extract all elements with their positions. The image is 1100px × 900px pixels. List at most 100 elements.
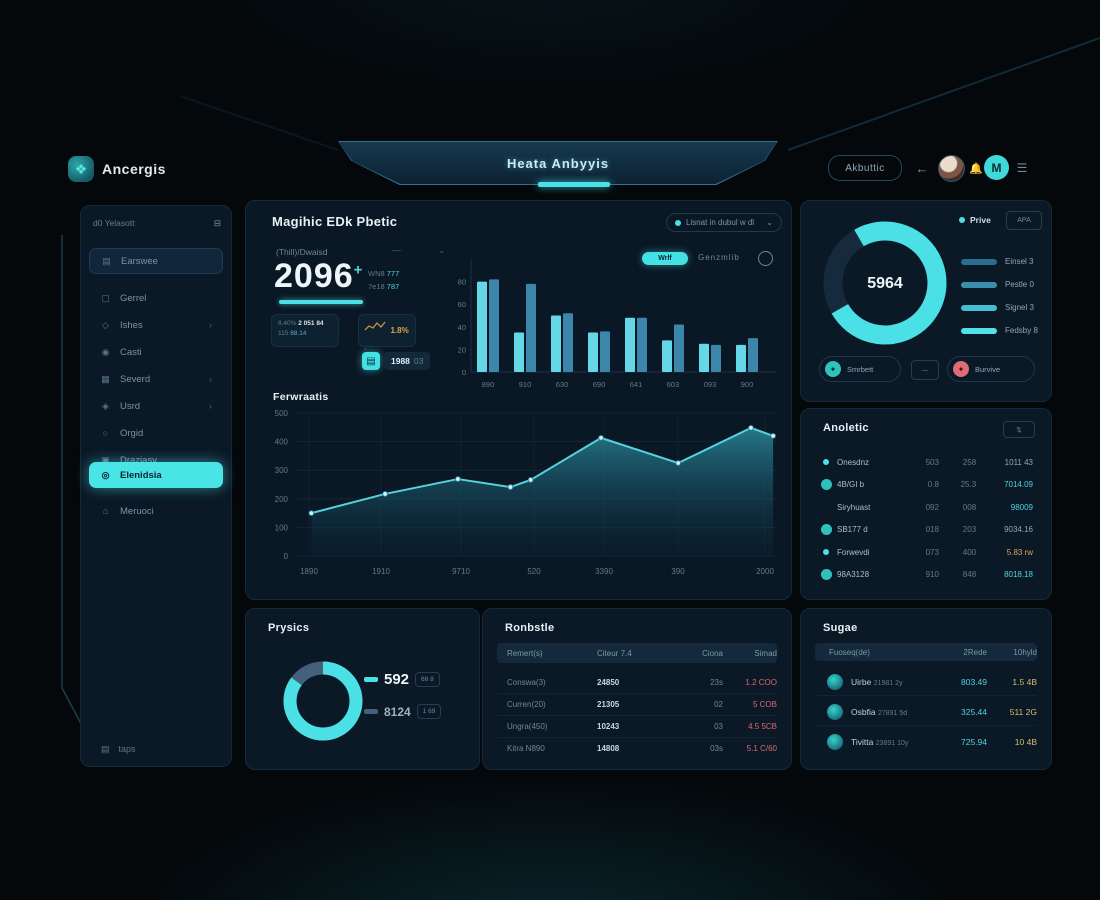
table-row[interactable]: 98A3128 910 848 8018.18: [821, 566, 1033, 584]
cell-name: Ungra(450): [507, 721, 548, 731]
sidebar-item-casti[interactable]: ◉ Casti: [89, 339, 223, 365]
filter-dropdown-label: Lisnat in dubul w dl: [686, 218, 755, 227]
table-row[interactable]: Forwevdi 073 400 5.83 rw: [821, 543, 1033, 561]
legend-item: 592 68 8: [364, 671, 440, 688]
stat-chevron-icon[interactable]: ⌄: [438, 245, 446, 255]
filter-dropdown[interactable]: Lisnat in dubul w dl ⌄: [666, 213, 782, 232]
table-row[interactable]: Siryhuast 092 008 98009: [821, 498, 1033, 516]
sidebar-item-usrd[interactable]: ◈ Usrd ›: [89, 393, 223, 419]
sidebar-item-draziasy[interactable]: ▣ Draziasy: [89, 447, 223, 473]
table-row[interactable]: 4B/GI b 0.8 25.3 7014.09: [821, 476, 1033, 494]
sidebar-item-severd[interactable]: ▦ Severd ›: [89, 366, 223, 392]
user-initial-badge[interactable]: M: [984, 155, 1009, 180]
cell-count: 03: [714, 721, 723, 731]
overview-tag[interactable]: APA: [1006, 211, 1042, 230]
column-header[interactable]: Fuoseq(de): [829, 647, 870, 657]
cell-status: 4.5 5CB: [748, 721, 777, 731]
table-row[interactable]: Osbfia 27891 5d 325.44 511 2G: [815, 701, 1037, 723]
user-avatar[interactable]: [938, 155, 965, 182]
table-row[interactable]: Conswa(3) 24850 23s 1.2 COO: [497, 673, 777, 691]
panel-toggle-icon[interactable]: ⊟: [213, 218, 221, 228]
donut-center-value: 5964: [867, 275, 903, 292]
app-logo-icon[interactable]: ❖: [68, 156, 94, 182]
orbit-icon: ○: [102, 428, 109, 438]
sidebar-item-ishes[interactable]: ◇ Ishes ›: [89, 312, 223, 338]
column-header[interactable]: Remert(s): [507, 648, 543, 658]
row-name: Siryhuast: [837, 502, 871, 512]
row-value-2: 203: [962, 525, 977, 534]
legend-label: Einsel 3: [1005, 257, 1034, 266]
table-row[interactable]: Curren(20) 21305 02 5 COB: [497, 695, 777, 713]
legend-swatch: [961, 304, 997, 311]
back-arrow-icon[interactable]: ←: [915, 160, 929, 176]
search-icon[interactable]: [758, 251, 773, 266]
column-header[interactable]: 10hyld: [1013, 647, 1037, 657]
sidebar-header-label: d0 Yelasott: [93, 218, 135, 228]
table-header: Remert(s) Citeur 7.4 Ciona Simad: [497, 643, 777, 663]
sidebar-item-gerrel[interactable]: ▢ Gerrel: [89, 285, 223, 311]
overview-panel: Prive APA 5964 ✦ Smrbett — ✦ Burvive Ein…: [800, 200, 1052, 402]
area-chart-title: Ferwraatis: [273, 391, 329, 403]
row-name: 4B/GI b: [837, 480, 865, 489]
sidebar-item-orgid[interactable]: ○ Orgid: [89, 420, 223, 446]
svg-text:100: 100: [275, 523, 289, 532]
table-row[interactable]: Ungra(450) 10243 03 4.5 5CB: [497, 717, 777, 735]
legend-dot: [959, 217, 965, 223]
row-value-2: 008: [962, 502, 977, 512]
sort-icon[interactable]: ⇅: [1003, 421, 1035, 438]
table-row[interactable]: Uirbe 21981 2y 803.49 1.5 4B: [815, 671, 1037, 693]
prysics-donut-chart: [283, 661, 363, 741]
row-value-3: 9034.16: [1004, 525, 1033, 534]
overview-footer-left[interactable]: ✦ Smrbett: [819, 356, 901, 382]
header-action-button[interactable]: Akbuttic: [828, 155, 902, 181]
header-accent-bar: [538, 182, 610, 187]
column-header[interactable]: Citeur 7.4: [597, 648, 632, 658]
chevron-right-icon: ›: [209, 401, 212, 411]
cell-status: 5 COB: [752, 699, 777, 709]
settings-icon: ⌂: [102, 506, 109, 516]
row-value-3: 5.83 rw: [1006, 547, 1033, 557]
cell-name: Conswa(3): [507, 677, 546, 687]
row-value-2: 400: [962, 547, 977, 557]
table-row[interactable]: SB177 d 018 203 9034.16: [821, 521, 1033, 539]
chevron-right-icon: ›: [209, 374, 212, 384]
overview-footer-right[interactable]: ✦ Burvive: [947, 356, 1035, 382]
table-row[interactable]: Kitra N890 14808 03s 5.1 C/60: [497, 739, 777, 757]
table-header: Fuoseq(de) 2Rede 10hyld: [815, 643, 1037, 661]
header-hud-shape: Heata Anbyyis: [338, 141, 778, 185]
anoletic-panel: Anoletic ⇅ Onesdnz 503 258 1011 43 4B/GI b 0.…: [800, 408, 1052, 600]
bell-icon[interactable]: 🔔: [969, 162, 983, 175]
legend-swatch: [364, 677, 378, 682]
sidebar-item-elenidsia[interactable]: ◎ Elenidsia: [89, 462, 223, 488]
sidebar-item-label: Ishes: [120, 319, 143, 331]
svg-text:0: 0: [284, 552, 289, 561]
sparkline: [364, 321, 386, 331]
svg-text:900: 900: [741, 380, 754, 389]
table-row[interactable]: Tivitta 23891 10y 725.94 10 4B: [815, 731, 1037, 753]
legend-label: Pestle 0: [1005, 280, 1034, 289]
main-heading: Magihic EDk Pbetic: [272, 214, 398, 229]
column-header[interactable]: 2Rede: [963, 647, 987, 657]
table-row[interactable]: Onesdnz 503 258 1011 43: [821, 453, 1033, 471]
stat-label-dash: —: [392, 245, 401, 255]
overview-footer-mid[interactable]: —: [911, 360, 939, 380]
sidebar-item-footer[interactable]: ▤ taps: [101, 744, 136, 755]
bar-chart-toggle[interactable]: Wrlf: [642, 252, 688, 265]
column-header[interactable]: Ciona: [702, 648, 723, 658]
stat-box-1: 8.40% 2 051 84 115 88.14: [271, 314, 339, 347]
menu-icon[interactable]: ☰: [1016, 161, 1028, 175]
row-value-2: 25.3: [960, 480, 977, 489]
svg-text:690: 690: [593, 380, 606, 389]
stat-label: (Thill)/Dwaisd: [276, 247, 328, 257]
row-name: Tivitta: [851, 737, 874, 747]
report-icon: ▣: [101, 454, 110, 465]
column-header[interactable]: Simad: [754, 648, 777, 658]
teal-coin-icon: ✦: [825, 361, 841, 377]
sidebar-item-earswee[interactable]: ▤ Earswee: [89, 248, 223, 274]
svg-text:2000: 2000: [756, 567, 774, 576]
cell-count: 03s: [710, 743, 723, 753]
dashboard-icon: ▤: [102, 255, 111, 266]
sidebar-item-meruoci[interactable]: ⌂ Meruoci: [89, 498, 223, 524]
ronbstle-title: Ronbstle: [505, 622, 555, 634]
